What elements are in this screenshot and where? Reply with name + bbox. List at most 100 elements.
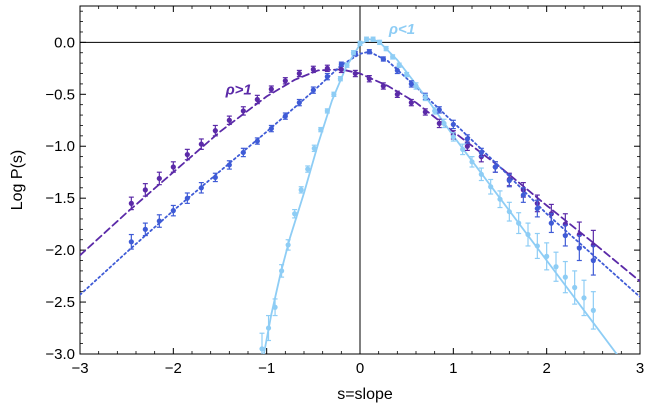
y-tick-label: 0.0 (54, 34, 75, 51)
data-point-rho-lt-1 (525, 231, 531, 238)
data-point-rho-gt-1 (422, 109, 428, 115)
data-point-rho-gt-1 (310, 66, 316, 72)
data-point-rho-lt-1 (572, 284, 578, 291)
data-point-rho-approx-1 (380, 56, 386, 62)
data-point-rho-lt-1 (488, 184, 494, 190)
data-point-rho-gt-1 (380, 83, 386, 89)
data-point-rho-lt-1 (441, 120, 447, 126)
x-tick-label: −3 (71, 360, 88, 377)
data-point-rho-lt-1 (377, 39, 383, 45)
data-point-rho-lt-1 (383, 45, 389, 52)
data-point-rho-gt-1 (324, 65, 330, 71)
x-tick-label: −1 (258, 360, 275, 377)
data-point-rho-approx-1 (324, 74, 330, 80)
data-point-rho-gt-1 (464, 143, 470, 149)
data-point-rho-gt-1 (254, 96, 260, 103)
data-point-rho-gt-1 (436, 120, 442, 126)
data-point-rho-lt-1 (350, 50, 357, 56)
data-point-rho-approx-1 (548, 220, 554, 226)
y-tick-label: −3.0 (45, 346, 75, 363)
data-point-rho-lt-1 (506, 209, 512, 215)
data-point-rho-approx-1 (226, 162, 232, 168)
data-point-rho-lt-1 (357, 40, 363, 46)
data-point-rho-lt-1 (272, 304, 278, 310)
y-axis-label: Log P(s) (9, 150, 26, 210)
labels-group: ρ>1 ρ<1 (225, 21, 416, 98)
data-point-rho-approx-1 (212, 174, 218, 181)
data-point-rho-approx-1 (506, 177, 512, 184)
data-point-rho-lt-1 (581, 295, 587, 301)
data-point-rho-lt-1 (553, 264, 559, 270)
data-point-rho-lt-1 (311, 145, 317, 151)
data-point-rho-gt-1 (338, 66, 344, 72)
data-point-rho-lt-1 (279, 268, 285, 274)
data-point-rho-lt-1 (432, 108, 438, 114)
series-label-rho-gt-1: ρ>1 (225, 81, 252, 98)
data-point-rho-approx-1 (562, 232, 568, 239)
data-point-rho-lt-1 (516, 220, 522, 226)
data-point-rho-lt-1 (478, 171, 484, 177)
data-point-rho-approx-1 (296, 100, 302, 106)
data-point-rho-approx-1 (408, 81, 414, 87)
data-point-rho-gt-1 (184, 151, 190, 158)
data-point-rho-lt-1 (363, 36, 370, 42)
data-point-rho-lt-1 (562, 274, 568, 280)
data-point-rho-lt-1 (544, 253, 550, 259)
data-point-rho-approx-1 (520, 192, 526, 198)
data-point-rho-gt-1 (282, 78, 288, 84)
data-point-rho-lt-1 (413, 83, 419, 89)
data-point-rho-approx-1 (170, 208, 176, 214)
data-point-rho-gt-1 (198, 141, 204, 147)
data-point-rho-lt-1 (331, 91, 337, 97)
data-point-rho-approx-1 (478, 149, 484, 156)
data-point-rho-lt-1 (324, 108, 330, 114)
data-point-rho-lt-1 (337, 76, 343, 82)
fit-curve-rho-lt-1 (262, 38, 618, 354)
data-point-rho-approx-1 (198, 185, 204, 191)
x-tick-label: 1 (449, 360, 457, 377)
data-point-rho-approx-1 (464, 136, 470, 142)
data-point-rho-lt-1 (390, 54, 396, 60)
data-points-group (128, 36, 596, 354)
data-point-rho-lt-1 (450, 134, 456, 140)
x-tick-label: −2 (165, 360, 182, 377)
y-tick-label: −2.0 (45, 242, 75, 259)
data-point-rho-lt-1 (292, 211, 298, 217)
data-point-rho-lt-1 (396, 62, 402, 68)
data-point-rho-approx-1 (534, 205, 540, 212)
data-point-rho-approx-1 (142, 226, 148, 232)
series-label-rho-lt-1: ρ<1 (388, 21, 415, 38)
data-point-rho-approx-1 (240, 149, 246, 156)
data-point-rho-gt-1 (366, 76, 372, 82)
data-point-rho-approx-1 (268, 125, 274, 132)
data-point-rho-lt-1 (534, 243, 540, 249)
y-tick-label: −0.5 (45, 86, 75, 103)
data-point-rho-gt-1 (142, 187, 148, 193)
y-tick-label: −2.5 (45, 294, 75, 311)
data-point-rho-lt-1 (285, 242, 291, 248)
data-point-rho-approx-1 (184, 195, 190, 201)
data-point-rho-lt-1 (318, 127, 324, 133)
x-tick-label: 3 (636, 360, 644, 377)
data-point-rho-lt-1 (298, 187, 304, 193)
data-point-rho-lt-1 (422, 94, 428, 101)
data-point-rho-gt-1 (268, 86, 274, 92)
data-point-rho-approx-1 (492, 164, 498, 170)
data-point-rho-lt-1 (497, 196, 503, 202)
data-point-rho-approx-1 (156, 218, 162, 224)
data-point-rho-lt-1 (305, 166, 311, 172)
data-point-rho-gt-1 (212, 128, 218, 134)
data-point-rho-approx-1 (282, 113, 288, 119)
data-point-rho-gt-1 (128, 200, 134, 206)
data-point-rho-approx-1 (436, 107, 442, 113)
data-point-rho-lt-1 (259, 346, 265, 352)
x-axis-label: s=slope (337, 386, 393, 403)
data-point-rho-lt-1 (370, 36, 376, 42)
data-point-rho-gt-1 (394, 91, 400, 97)
data-point-rho-gt-1 (240, 108, 246, 114)
data-point-rho-approx-1 (254, 138, 260, 144)
data-point-rho-approx-1 (128, 239, 134, 245)
data-point-rho-lt-1 (590, 307, 596, 313)
